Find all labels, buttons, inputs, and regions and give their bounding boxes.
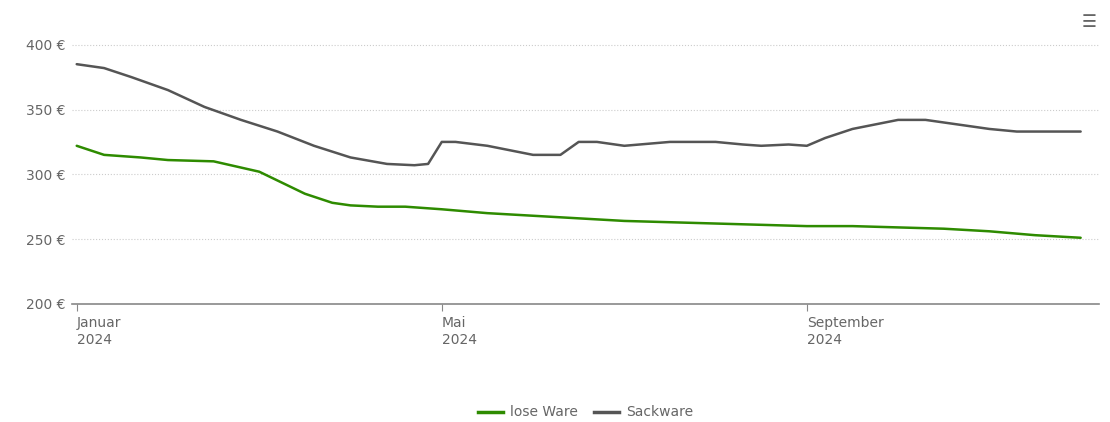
Text: ☰: ☰ xyxy=(1082,13,1097,31)
Legend: lose Ware, Sackware: lose Ware, Sackware xyxy=(472,400,699,422)
